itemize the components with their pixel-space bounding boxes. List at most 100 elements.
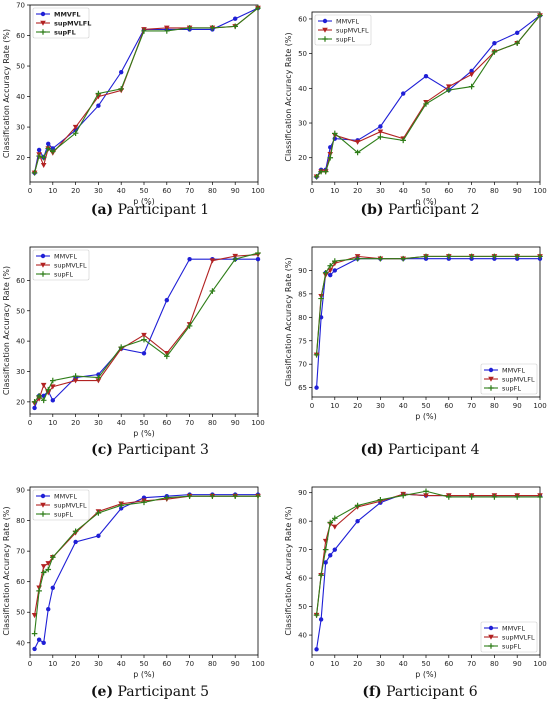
data-point bbox=[423, 73, 429, 79]
y-axis-label: Classification Accuracy Rate (%) bbox=[2, 506, 11, 635]
data-point bbox=[468, 83, 475, 90]
data-point bbox=[537, 253, 543, 260]
data-point bbox=[73, 539, 78, 545]
x-axis-label: p (%) bbox=[133, 197, 154, 206]
legend-marker bbox=[40, 11, 46, 17]
data-point bbox=[537, 494, 543, 500]
legend-marker bbox=[488, 625, 494, 631]
y-axis-label: Classification Accuracy Rate (%) bbox=[284, 506, 293, 635]
x-tick-label: 100 bbox=[533, 660, 546, 668]
legend-box bbox=[314, 14, 372, 46]
data-point bbox=[95, 378, 102, 384]
data-point bbox=[332, 547, 337, 552]
data-point bbox=[332, 258, 338, 264]
data-point bbox=[468, 72, 475, 78]
data-point bbox=[400, 255, 406, 262]
data-point bbox=[377, 497, 384, 503]
data-point bbox=[45, 145, 52, 152]
data-point bbox=[40, 569, 47, 576]
y-tick-label: 60 bbox=[298, 15, 307, 23]
panel-caption: (f) Participant 6 bbox=[362, 684, 477, 700]
data-point bbox=[332, 130, 338, 137]
x-tick-label: 20 bbox=[353, 660, 362, 668]
x-tick-label: 40 bbox=[117, 187, 126, 195]
x-tick-label: 0 bbox=[28, 187, 32, 195]
data-point bbox=[514, 494, 520, 500]
data-point bbox=[36, 147, 42, 153]
x-tick-label: 50 bbox=[422, 402, 431, 410]
data-point bbox=[118, 344, 124, 350]
data-point bbox=[423, 253, 429, 260]
data-point bbox=[186, 323, 193, 329]
x-tick-label: 90 bbox=[231, 187, 240, 195]
data-point bbox=[323, 560, 328, 565]
x-tick-label: 90 bbox=[231, 419, 240, 427]
data-point bbox=[322, 168, 329, 175]
legend-marker bbox=[40, 29, 46, 35]
x-tick-label: 60 bbox=[444, 187, 453, 195]
data-point bbox=[255, 250, 261, 256]
data-point bbox=[354, 149, 361, 156]
x-tick-label: 20 bbox=[71, 660, 80, 668]
x-tick-label: 0 bbox=[310, 660, 314, 668]
data-point bbox=[32, 405, 37, 411]
legend-box bbox=[480, 621, 538, 653]
chart-panel-5: 0 10 20 30 40 50 60 70 80 90 100 40 50 60 70 80 90 p (%) C… bbox=[2, 487, 265, 700]
data-point bbox=[468, 253, 475, 260]
y-tick-label: 70 bbox=[298, 361, 307, 369]
data-point bbox=[50, 554, 56, 561]
series-line bbox=[316, 493, 540, 616]
data-point bbox=[31, 170, 38, 176]
data-point bbox=[50, 146, 55, 151]
y-tick-label: 40 bbox=[16, 639, 25, 647]
x-tick-label: 0 bbox=[310, 187, 314, 195]
x-tick-label: 10 bbox=[330, 660, 339, 668]
data-point bbox=[377, 129, 384, 135]
legend-label: supMVLFL bbox=[54, 501, 87, 509]
legend-label: supFL bbox=[502, 384, 521, 392]
data-point bbox=[255, 5, 261, 11]
panel-caption: (b) Participant 2 bbox=[360, 202, 479, 218]
data-point bbox=[36, 153, 42, 159]
legend-label: supMVLFL bbox=[502, 633, 535, 641]
legend-label: supFL bbox=[336, 35, 355, 43]
legend-marker bbox=[40, 502, 46, 508]
y-axis-label: Classification Accuracy Rate (%) bbox=[2, 29, 11, 158]
caption-text: Participant 2 bbox=[384, 202, 480, 218]
data-point bbox=[313, 173, 320, 180]
y-tick-label: 50 bbox=[16, 307, 25, 315]
data-point bbox=[468, 494, 475, 500]
data-point bbox=[50, 377, 56, 384]
data-point bbox=[141, 332, 147, 338]
data-point bbox=[423, 488, 429, 495]
data-point bbox=[36, 637, 42, 642]
series-supFL bbox=[313, 253, 543, 358]
data-point bbox=[40, 382, 47, 388]
x-tick-label: 10 bbox=[48, 660, 57, 668]
y-tick-label: 50 bbox=[16, 63, 25, 71]
x-tick-label: 40 bbox=[117, 660, 126, 668]
series-line bbox=[34, 252, 259, 403]
series-supFL bbox=[313, 488, 543, 618]
chart-panel-6: 0 10 20 30 40 50 60 70 80 90 100 40 50 60 70 80 90 p (%) C… bbox=[284, 486, 547, 700]
legend-label: MMVFL bbox=[54, 10, 81, 18]
x-tick-label: 70 bbox=[185, 187, 194, 195]
x-tick-label: 30 bbox=[94, 187, 103, 195]
caption-text: Participant 6 bbox=[382, 684, 478, 700]
data-point bbox=[186, 493, 193, 499]
y-tick-label: 40 bbox=[16, 93, 25, 101]
legend-marker bbox=[40, 511, 46, 517]
x-tick-label: 70 bbox=[467, 402, 476, 410]
series-line bbox=[316, 490, 540, 616]
legend-marker bbox=[488, 643, 494, 649]
data-point bbox=[46, 606, 51, 612]
x-tick-label: 100 bbox=[251, 660, 264, 668]
data-point bbox=[50, 585, 55, 590]
legend-label: MMVFL bbox=[54, 492, 77, 500]
x-tick-label: 100 bbox=[533, 402, 546, 410]
y-axis-label: Classification Accuracy Rate (%) bbox=[284, 32, 293, 161]
data-point bbox=[36, 588, 42, 594]
series-line bbox=[316, 15, 541, 178]
data-point bbox=[327, 152, 334, 158]
